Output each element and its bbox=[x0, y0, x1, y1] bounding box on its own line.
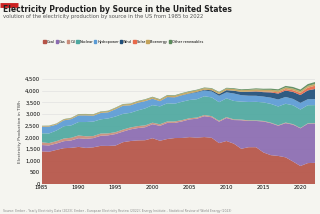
Text: Source: Ember - Yearly Electricity Data (2023); Ember - European Electricity Rev: Source: Ember - Yearly Electricity Data … bbox=[3, 209, 232, 213]
Text: Electricity Production by Source in the United States: Electricity Production by Source in the … bbox=[3, 5, 232, 14]
Text: volution of the electricity production by source in the US from 1985 to 2022: volution of the electricity production b… bbox=[3, 14, 204, 19]
Y-axis label: Electricity Production in TWh: Electricity Production in TWh bbox=[18, 100, 22, 163]
Legend: Coal, Gas, Oil, Nuclear, Hydropower, Wind, Solar, Bioenergy, Other renewables: Coal, Gas, Oil, Nuclear, Hydropower, Win… bbox=[43, 40, 204, 44]
